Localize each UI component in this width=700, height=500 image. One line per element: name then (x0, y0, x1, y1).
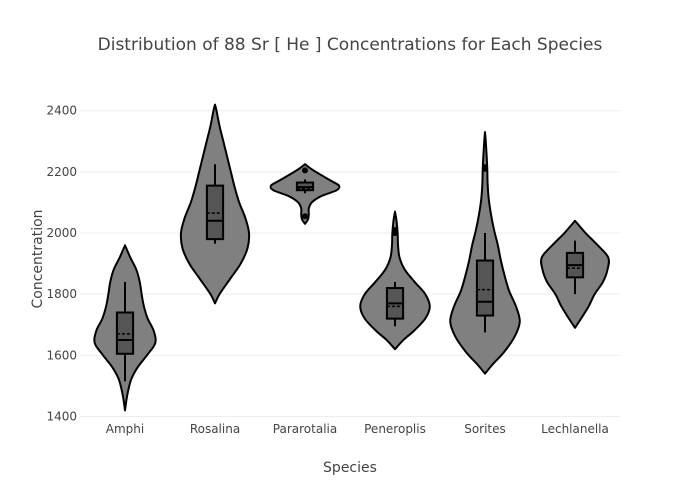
y-axis-title: Concentration (30, 209, 46, 308)
x-tick-label: Sorites (464, 422, 506, 436)
y-tick-label: 2200 (46, 165, 77, 179)
outlier-point (302, 167, 308, 174)
chart-title: Distribution of 88 Sr [ He ] Concentrati… (98, 35, 603, 55)
y-tick-label: 1600 (46, 348, 77, 362)
violin-body (359, 210, 431, 351)
violin-body (269, 163, 341, 225)
y-axis-ticks: 1400 1600 1800 2000 2200 2400 (46, 104, 77, 424)
x-tick-label: Amphi (106, 422, 144, 436)
violin-box (205, 184, 225, 241)
violin-pararotalia[interactable] (269, 163, 341, 225)
gridlines (80, 110, 620, 417)
violin-lechlanella[interactable] (540, 219, 610, 329)
violin-rosalina[interactable] (179, 103, 251, 305)
outlier-point (302, 213, 308, 220)
x-tick-label: Peneroplis (364, 422, 426, 436)
violin-peneroplis[interactable] (359, 210, 431, 351)
x-tick-label: Lechlanella (541, 422, 609, 436)
y-tick-label: 2000 (46, 226, 77, 240)
y-tick-label: 1800 (46, 287, 77, 301)
violin-box (475, 259, 495, 317)
outlier-point (392, 226, 398, 233)
violin-box (115, 311, 135, 355)
y-tick-label: 2400 (46, 104, 77, 118)
outlier-point (482, 164, 488, 171)
violin-amphi[interactable] (93, 244, 157, 412)
violin-sorites[interactable] (449, 131, 521, 375)
x-axis-title: Species (323, 460, 377, 476)
violins (93, 103, 610, 412)
x-axis-ticks: Amphi Rosalina Pararotalia Peneroplis Sorite… (106, 422, 609, 436)
x-tick-label: Pararotalia (273, 422, 337, 436)
y-tick-label: 1400 (46, 409, 77, 423)
x-tick-label: Rosalina (190, 422, 240, 436)
